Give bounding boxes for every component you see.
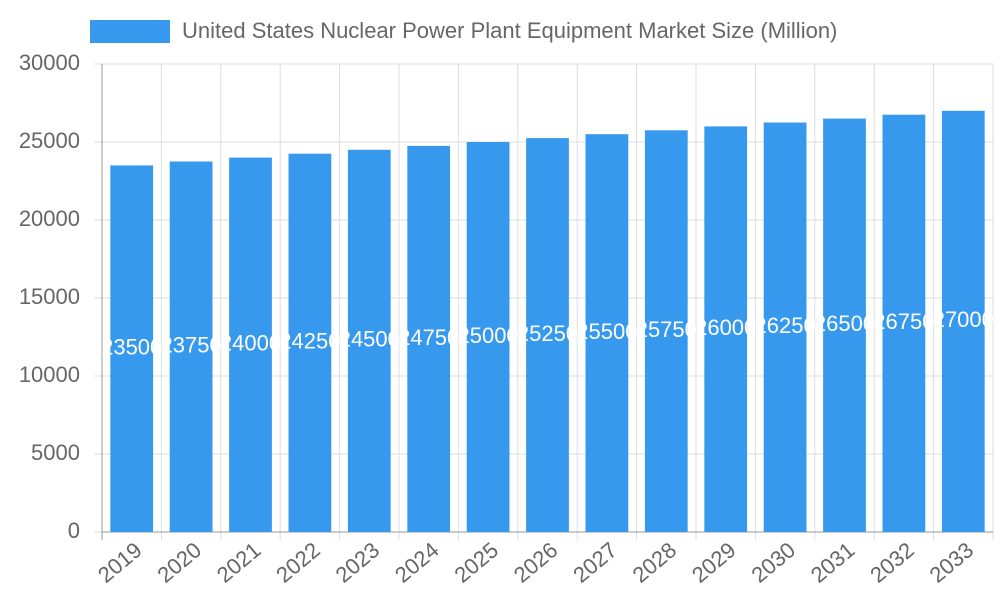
data-label: 24500 bbox=[339, 327, 400, 352]
x-tick-label: 2028 bbox=[628, 537, 682, 588]
bar bbox=[229, 157, 272, 532]
x-tick-label: 2027 bbox=[568, 537, 622, 588]
legend-swatch bbox=[90, 20, 170, 43]
x-tick-label: 2020 bbox=[152, 537, 206, 588]
x-tick-label: 2026 bbox=[509, 537, 563, 588]
bar bbox=[110, 165, 154, 532]
x-tick-label: 2031 bbox=[806, 537, 860, 588]
bar bbox=[941, 110, 985, 533]
y-tick-label: 30000 bbox=[19, 50, 80, 75]
data-label: 25000 bbox=[458, 323, 519, 348]
data-label: 24250 bbox=[279, 329, 340, 354]
y-tick-label: 20000 bbox=[19, 206, 80, 231]
y-tick-label: 15000 bbox=[19, 284, 80, 309]
bar bbox=[585, 134, 629, 532]
x-tick-label: 2030 bbox=[746, 537, 800, 588]
bar bbox=[526, 138, 569, 532]
bar bbox=[466, 142, 510, 532]
x-tick-label: 2024 bbox=[390, 537, 444, 588]
data-label: 27000 bbox=[933, 307, 994, 332]
bar bbox=[644, 130, 688, 533]
x-tick-label: 2023 bbox=[331, 537, 385, 588]
bar bbox=[763, 122, 807, 532]
bar bbox=[407, 145, 451, 532]
legend-label: United States Nuclear Power Plant Equipm… bbox=[182, 18, 837, 43]
x-tick-label: 2029 bbox=[687, 537, 741, 588]
x-tick-label: 2025 bbox=[449, 537, 503, 588]
bar bbox=[288, 153, 332, 532]
data-label: 26250 bbox=[755, 313, 816, 338]
bar bbox=[704, 126, 748, 533]
bar bbox=[169, 161, 213, 532]
bar bbox=[347, 149, 391, 533]
data-label: 25250 bbox=[517, 321, 578, 346]
data-label: 26000 bbox=[695, 315, 756, 340]
data-label: 26500 bbox=[814, 311, 875, 336]
y-tick-label: 25000 bbox=[19, 128, 80, 153]
bar bbox=[882, 114, 926, 532]
y-tick-label: 0 bbox=[68, 518, 80, 543]
data-label: 23500 bbox=[101, 335, 162, 360]
data-label: 25500 bbox=[576, 319, 637, 344]
x-tick-label: 2022 bbox=[271, 537, 325, 588]
data-label: 24000 bbox=[220, 331, 281, 356]
data-label: 23750 bbox=[161, 333, 222, 358]
data-label: 26750 bbox=[873, 309, 934, 334]
y-tick-label: 5000 bbox=[31, 440, 80, 465]
data-label: 24750 bbox=[398, 325, 459, 350]
x-tick-label: 2019 bbox=[93, 537, 147, 588]
x-tick-label: 2021 bbox=[212, 537, 266, 588]
bar bbox=[823, 118, 866, 532]
x-tick-label: 2033 bbox=[925, 537, 979, 588]
x-tick-label: 2032 bbox=[865, 537, 919, 588]
y-tick-label: 10000 bbox=[19, 362, 80, 387]
data-label: 25750 bbox=[636, 317, 697, 342]
